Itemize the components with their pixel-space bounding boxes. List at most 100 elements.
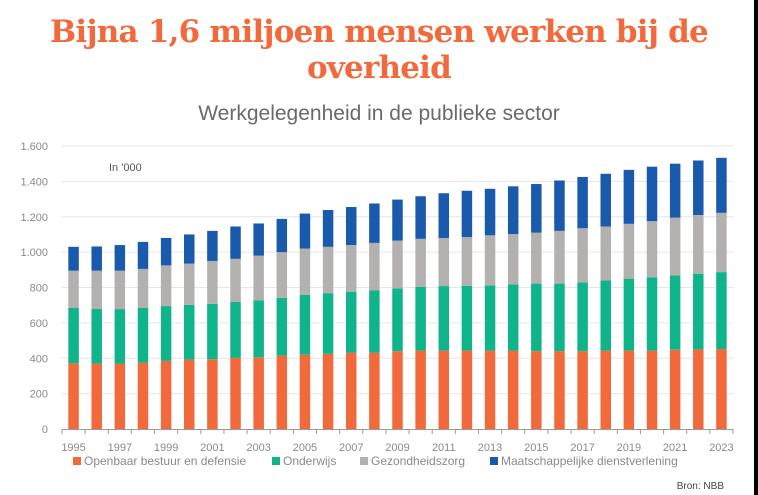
y-tick-label: 600: [30, 318, 48, 330]
bar-segment: [600, 280, 611, 351]
bar-segment: [137, 308, 149, 363]
bar-segment: [91, 308, 102, 364]
bar-segment: [461, 285, 473, 351]
y-tick-label: 800: [30, 283, 48, 295]
bar-segment: [554, 230, 565, 284]
bar-segment: [276, 297, 288, 356]
bar-segment: [369, 242, 380, 291]
bar-stack-2000: [184, 234, 195, 429]
bar-segment: [577, 282, 588, 352]
bar-stack-1995: [68, 246, 79, 429]
legend-label: Gezondheidszorg: [371, 454, 465, 468]
bar-segment: [299, 213, 311, 249]
bar-stack-2002: [230, 226, 241, 429]
bar-segment: [438, 193, 450, 238]
bar-segment: [114, 363, 126, 429]
bar-segment: [68, 246, 79, 271]
bar-segment: [600, 350, 611, 429]
bar-segment: [646, 350, 658, 429]
x-tick-label: 2001: [200, 442, 224, 454]
bar-stack-1999: [160, 237, 172, 429]
bar-stack-2020: [646, 166, 658, 429]
x-tick-label: 2005: [293, 442, 317, 454]
bar-segment: [160, 265, 172, 307]
y-axis-ticks: 0 200 400 600 800 1.000 1.200 1.400 1.600: [20, 141, 48, 436]
bar-stack-2012: [461, 190, 473, 429]
bar-stack-2004: [276, 218, 288, 429]
bar-segment: [392, 240, 403, 289]
bar-segment: [276, 355, 288, 429]
bar-segment: [646, 166, 658, 222]
bar-segment: [369, 352, 380, 429]
legend-swatch: [490, 457, 498, 465]
bar-segment: [507, 284, 519, 351]
bar-stack-2009: [392, 199, 403, 429]
bar-segment: [438, 350, 450, 429]
bar-stack-1998: [137, 241, 149, 429]
bar-segment: [623, 223, 635, 279]
bar-segment: [484, 350, 496, 429]
bar-segment: [669, 217, 681, 276]
legend-item: Onderwijs: [272, 454, 336, 468]
x-tick-label: 2009: [385, 442, 409, 454]
bars: [68, 157, 727, 429]
x-tick-label: 2013: [478, 442, 502, 454]
bar-segment: [507, 234, 519, 285]
bar-segment: [68, 363, 79, 429]
bar-segment: [646, 221, 658, 278]
bar-segment: [160, 237, 172, 266]
legend-swatch: [360, 457, 368, 465]
legend-label: Openbaar bestuur en defensie: [84, 454, 246, 468]
bar-segment: [345, 352, 357, 429]
bar-segment: [461, 350, 473, 429]
source-label: Bron: NBB: [677, 481, 725, 492]
bar-segment: [554, 283, 565, 352]
y-tick-label: 0: [42, 424, 48, 436]
bar-segment: [160, 360, 172, 429]
x-tick-label: 2011: [432, 442, 456, 454]
bar-segment: [276, 218, 288, 253]
bar-segment: [693, 160, 704, 215]
bar-segment: [137, 241, 149, 269]
legend-label: Maatschappelijke dienstverlening: [501, 454, 678, 468]
bar-segment: [68, 308, 79, 364]
bar-segment: [716, 157, 727, 213]
bar-segment: [716, 212, 727, 273]
bar-segment: [230, 357, 241, 429]
bar-segment: [114, 245, 126, 271]
bar-segment: [669, 275, 681, 350]
bar-segment: [345, 207, 357, 246]
x-axis: 1995 1997 1999 2001 2003 2005 2007 2009 2011 2013…: [61, 429, 734, 454]
x-tick-label: 1995: [61, 442, 85, 454]
bar-segment: [253, 357, 264, 429]
bar-segment: [716, 272, 727, 350]
bar-segment: [507, 186, 519, 235]
legend-item: Openbaar bestuur en defensie: [73, 454, 246, 468]
bar-segment: [253, 255, 264, 301]
bar-segment: [693, 349, 704, 429]
bar-stack-2001: [207, 230, 218, 429]
bar-segment: [531, 232, 542, 284]
bar-stack-2022: [693, 160, 704, 429]
bar-segment: [716, 349, 727, 429]
bar-segment: [577, 228, 588, 283]
bar-segment: [623, 350, 635, 429]
legend-item: Gezondheidszorg: [360, 454, 465, 468]
bar-segment: [415, 238, 426, 287]
bar-segment: [114, 270, 126, 310]
bar-segment: [91, 270, 102, 309]
legend: Openbaar bestuur en defensie Onderwijs Gez…: [73, 454, 678, 468]
bar-stack-2010: [415, 196, 426, 429]
y-tick-label: 1.200: [20, 212, 48, 224]
bar-segment: [68, 270, 79, 309]
x-tick-label: 2007: [339, 442, 363, 454]
bar-segment: [438, 286, 450, 351]
bar-stack-2005: [299, 213, 311, 429]
legend-swatch: [272, 457, 280, 465]
bar-segment: [114, 309, 126, 364]
x-tick-label: 2019: [617, 442, 641, 454]
bar-segment: [184, 304, 195, 360]
bar-segment: [299, 294, 311, 355]
bar-segment: [299, 354, 311, 429]
bar-segment: [299, 248, 311, 295]
